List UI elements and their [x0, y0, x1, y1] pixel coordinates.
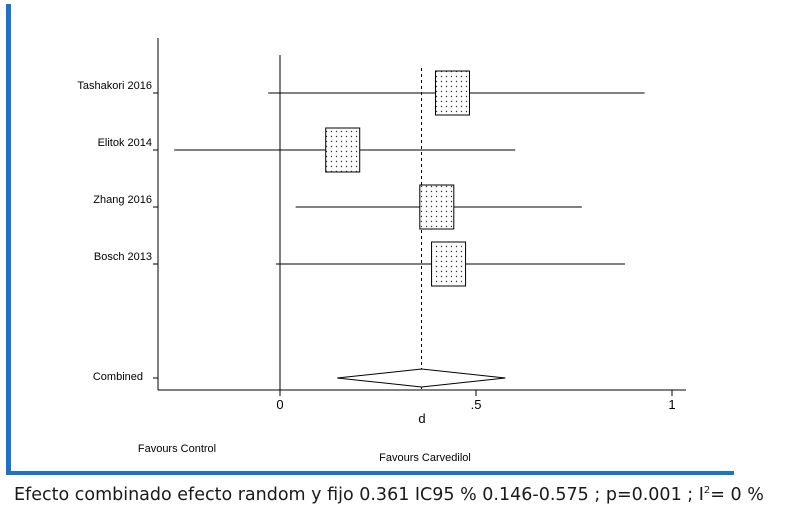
accent-bottom-rule: [6, 471, 734, 475]
study-box: [431, 241, 467, 287]
x-tick-label: 0: [276, 397, 283, 412]
favours-left-label: Favours Control: [138, 443, 216, 455]
study-box: [434, 70, 470, 116]
footnote-superscript: 2: [703, 485, 711, 496]
favours-right-label: Favours Carvedilol: [379, 452, 471, 464]
forest-plot: Tashakori 2016 Elitok 2014 Zhang 2016 Bosch…: [77, 38, 686, 464]
combined-diamond: [337, 368, 506, 388]
x-tick-label: .5: [471, 397, 482, 412]
accent-left-bar: [6, 4, 11, 473]
combined-label: Combined: [93, 371, 143, 383]
footnote-text: Efecto combinado efecto random y fijo 0.…: [14, 484, 704, 505]
study-box: [325, 127, 361, 173]
study-label: Tashakori 2016: [77, 80, 152, 92]
study-label: Zhang 2016: [93, 194, 152, 206]
footnote-text-end: = 0 %: [710, 484, 764, 505]
study-label: Bosch 2013: [94, 251, 152, 263]
study-label: Elitok 2014: [98, 137, 152, 149]
x-axis-label: d: [418, 411, 425, 426]
chart-footnote: Efecto combinado efecto random y fijo 0.…: [14, 478, 789, 508]
study-box: [419, 184, 455, 230]
x-tick-label: 1: [668, 397, 675, 412]
